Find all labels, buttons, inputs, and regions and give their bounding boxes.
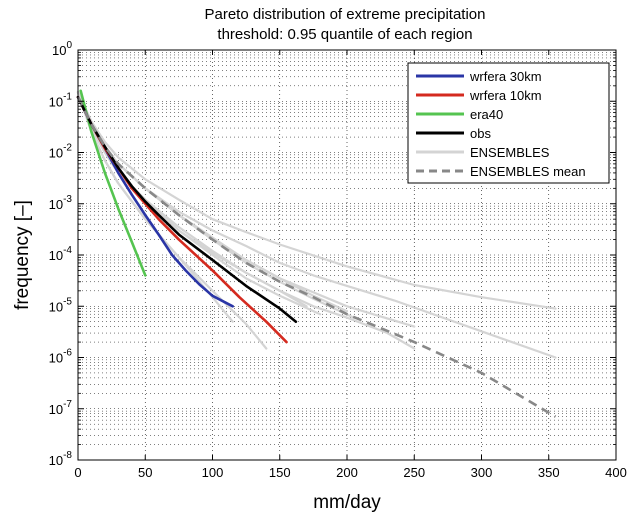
x-tick-label: 100 bbox=[202, 465, 224, 480]
chart-title: Pareto distribution of extreme precipita… bbox=[205, 6, 486, 23]
series-line-ensembles bbox=[76, 91, 308, 308]
y-tick-label: 10-8 bbox=[49, 450, 73, 468]
y-tick-labels: 100 10-1 10-2 10-3 10-4 10-5 10-6 10-7 10-8 bbox=[49, 40, 73, 468]
legend-label-wrfera-30km: wrfera 30km bbox=[469, 69, 542, 84]
x-tick-label: 50 bbox=[138, 465, 152, 480]
y-tick-label: 10-1 bbox=[49, 91, 73, 109]
series-group bbox=[76, 89, 557, 418]
legend-label-era40: era40 bbox=[470, 107, 503, 122]
legend-label-ensembles-mean: ENSEMBLES mean bbox=[470, 164, 586, 179]
y-tick-label: 10-7 bbox=[49, 399, 73, 417]
x-tick-label: 400 bbox=[605, 465, 627, 480]
x-axis-label: mm/day bbox=[313, 492, 381, 513]
y-axis-label: frequency [–] bbox=[12, 200, 33, 310]
x-tick-label: 300 bbox=[471, 465, 493, 480]
x-tick-label: 150 bbox=[269, 465, 291, 480]
legend-label-ensembles: ENSEMBLES bbox=[470, 145, 550, 160]
y-tick-label: 100 bbox=[52, 40, 72, 58]
series-line-ensembles bbox=[76, 91, 557, 310]
y-tick-label: 10-4 bbox=[49, 245, 73, 263]
ticks bbox=[77, 50, 617, 461]
x-tick-label: 200 bbox=[336, 465, 358, 480]
x-tick-label: 250 bbox=[403, 465, 425, 480]
y-tick-label: 10-5 bbox=[49, 296, 73, 314]
x-tick-label: 350 bbox=[538, 465, 560, 480]
chart-subtitle: threshold: 0.95 quantile of each region bbox=[217, 26, 472, 43]
x-tick-labels: 0 50 100 150 200 250 300 350 400 bbox=[74, 465, 626, 480]
legend-box bbox=[407, 62, 610, 184]
x-tick-label: 0 bbox=[74, 465, 81, 480]
legend: wrfera 30km wrfera 10km era40 obs ENSEMBLES E… bbox=[407, 62, 610, 184]
y-tick-label: 10-2 bbox=[49, 143, 73, 161]
y-tick-label: 10-3 bbox=[49, 194, 73, 212]
series-line-ensembles-mean bbox=[76, 96, 557, 418]
series-line-era40 bbox=[79, 89, 147, 277]
y-tick-label: 10-6 bbox=[49, 348, 73, 366]
legend-label-wrfera-10km: wrfera 10km bbox=[469, 88, 542, 103]
legend-label-obs: obs bbox=[470, 126, 491, 141]
